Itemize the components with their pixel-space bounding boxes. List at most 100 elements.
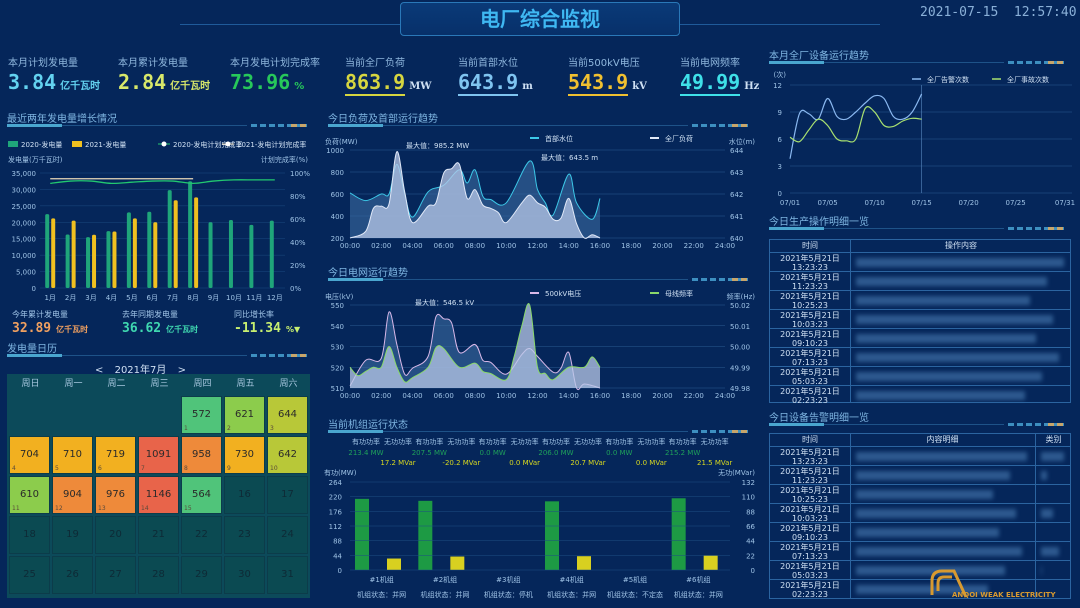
row-time: 2021年5月21日 02:23:23 [780,387,840,405]
series-line [789,93,923,159]
calendar-day[interactable]: 621 2 [224,396,265,434]
calendar-day[interactable]: 1146 14 [138,476,179,514]
calendar-day-value: 642 [277,449,298,460]
weekday-label: 周三 [150,379,169,389]
calendar-day[interactable]: 29 [181,556,222,594]
table-row[interactable]: 2021年5月21日 05:03:23 [770,560,1070,580]
y2-tick: 49.98 [730,385,750,393]
table-row[interactable]: 2021年5月21日 09:10:23 [770,522,1070,542]
calendar-day[interactable]: 25 [9,556,50,594]
calendar-day[interactable]: 16 [224,476,265,514]
x-tick: 7月 [167,294,178,302]
active-power-label: 有功功率 [352,437,380,446]
calendar-day[interactable]: 26 [52,556,93,594]
calendar-day[interactable]: 710 5 [52,436,93,474]
table-header: 时间 [802,241,818,250]
bar-2021 [51,218,56,288]
summary-value: 36.62 [122,321,162,336]
reactive-power-value: 17.2 MVar [380,459,415,467]
kpi-label: 当前电网频率 [680,58,740,69]
weekday-label: 周二 [107,379,126,389]
x-tick: 04:00 [402,242,422,250]
y-tick: 0 [32,285,36,293]
calendar-day[interactable]: 31 [267,556,308,594]
legend-label: 2021-发电计划完成率 [237,140,306,149]
table-row[interactable]: 2021年5月21日 02:23:23 [770,385,1070,405]
legend-marker [161,141,167,147]
reactive-power-value: -20.2 MVar [442,459,480,467]
reactive-power-value: 20.7 MVar [570,459,605,467]
calendar-day[interactable]: 23 [224,516,265,554]
calendar-day[interactable]: 904 12 [52,476,93,514]
calendar-day[interactable]: 976 13 [95,476,136,514]
weekday-label: 周四 [193,379,212,389]
x-tick: 02:00 [371,392,391,400]
table-row[interactable]: 2021年5月21日 02:23:23 [770,579,1070,599]
calendar-day[interactable]: 17 [267,476,308,514]
calendar-day[interactable]: 19 [52,516,93,554]
calendar-day[interactable]: 644 3 [267,396,308,434]
x-tick: 2月 [65,294,76,302]
x-tick: 11月 [246,294,262,302]
calendar-day[interactable]: 1091 7 [138,436,179,474]
table-row[interactable]: 2021年5月21日 13:23:23 [770,252,1070,272]
calendar-day[interactable]: 704 4 [9,436,50,474]
y-tick: 176 [329,508,343,516]
column-divider [850,240,851,402]
y-tick: 5,000 [16,269,36,277]
calendar-day[interactable]: 18 [9,516,50,554]
calendar-day-number: 3 [270,425,274,432]
active-power-value: 207.5 MW [412,449,447,457]
calendar-prev-button[interactable]: < [95,365,104,376]
table-row[interactable]: 2021年5月21日 11:23:23 [770,465,1070,485]
unit-name: #5机组 [623,575,647,584]
calendar-day-value: 20 [109,529,122,540]
table-row[interactable]: 2021年5月21日 13:23:23 [770,446,1070,466]
x-tick: 12月 [267,294,283,302]
calendar-day[interactable]: 28 [138,556,179,594]
calendar-day[interactable]: 719 6 [95,436,136,474]
y-tick: 800 [331,169,344,177]
redacted-content [856,585,988,594]
calendar-day[interactable]: 572 1 [181,396,222,434]
table-row[interactable]: 2021年5月21日 10:03:23 [770,503,1070,523]
calendar-day[interactable]: 730 9 [224,436,265,474]
calendar-day[interactable]: 564 15 [181,476,222,514]
table-row[interactable]: 2021年5月21日 09:10:23 [770,328,1070,348]
active-power-label: 有功功率 [479,437,507,446]
weekday-label: 周日 [21,379,40,389]
table-row[interactable]: 2021年5月21日 11:23:23 [770,271,1070,291]
y2-tick: 44 [746,538,755,546]
legend-marker [225,141,231,147]
section-divider [769,227,1004,230]
y-tick: 25,000 [12,203,37,211]
table-row[interactable]: 2021年5月21日 10:25:23 [770,484,1070,504]
y-tick: 540 [331,323,344,331]
section-title-growth: 最近两年发电量增长情况 [7,114,117,125]
table-row[interactable]: 2021年5月21日 10:25:23 [770,290,1070,310]
calendar-day[interactable]: 610 11 [9,476,50,514]
calendar-day-value: 17 [281,489,294,500]
table-row[interactable]: 2021年5月21日 05:03:23 [770,366,1070,386]
table-row[interactable]: 2021年5月21日 10:03:23 [770,309,1070,329]
calendar-day[interactable]: 30 [224,556,265,594]
y-tick: 20,000 [12,219,37,227]
table-row[interactable]: 2021年5月21日 07:13:23 [770,347,1070,367]
calendar-day[interactable]: 642 10 [267,436,308,474]
calendar-day[interactable]: 20 [95,516,136,554]
row-time: 2021年5月21日 07:13:23 [780,349,840,367]
x-tick: 06:00 [434,242,454,250]
reactive-power-value: 0.0 MVar [509,459,540,467]
redacted-content [1041,471,1047,480]
calendar-day-value: 621 [234,409,255,420]
calendar-day[interactable]: 958 8 [181,436,222,474]
calendar-day[interactable]: 22 [181,516,222,554]
y-axis-label: (次) [774,70,787,79]
table-row[interactable]: 2021年5月21日 07:13:23 [770,541,1070,561]
calendar-day[interactable]: 27 [95,556,136,594]
y2-tick: 644 [730,147,744,155]
calendar-day[interactable]: 21 [138,516,179,554]
calendar-next-button[interactable]: > [177,365,186,376]
calendar-day[interactable]: 24 [267,516,308,554]
active-power-bar [355,498,369,570]
